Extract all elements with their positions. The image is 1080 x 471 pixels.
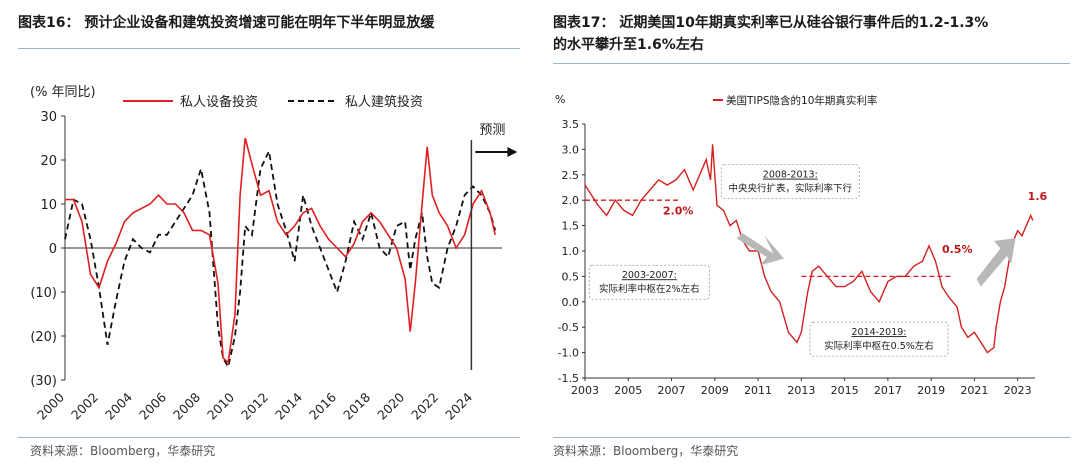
annotation-text: 中央央行扩表，实际利率下行 <box>729 183 853 195</box>
left-y-tick-label: (10) <box>30 286 57 301</box>
left-chart-panel: 图表16： 预计企业设备和建筑投资增速可能在明年下半年明显放缓 30 20 10 0(… <box>0 0 530 471</box>
left-y-tick-label: 0 <box>49 242 57 257</box>
legend-label-real-rate: 美国TIPS隐含的10年期真实利率 <box>726 94 877 107</box>
left-title-rule <box>18 48 520 49</box>
right-y-tick-label: 3.5 <box>562 118 580 131</box>
right-y-tick-label: 1.0 <box>562 245 580 258</box>
right-x-tick-label: 2009 <box>701 384 729 397</box>
right-title-rule <box>553 63 1070 64</box>
left-x-tick-label: 2000 <box>34 389 67 422</box>
annotation-period: 2003-2007: <box>622 270 677 281</box>
left-chart-title: 图表16： 预计企业设备和建筑投资增速可能在明年下半年明显放缓 <box>18 15 435 31</box>
left-x-tick-label: 2016 <box>306 389 339 422</box>
left-source-rule <box>18 437 520 438</box>
left-source-note: 资料来源：Bloomberg，华泰研究 <box>30 444 216 458</box>
left-x-tick-label: 2024 <box>442 389 475 422</box>
right-y-tick-label: -1.0 <box>558 347 579 360</box>
left-y-tick-label: (20) <box>30 330 57 345</box>
annotation-box <box>720 164 860 200</box>
right-x-tick-label: 2011 <box>744 384 772 397</box>
right-x-tick-label: 2015 <box>831 384 859 397</box>
reference-label-2pct: 2.0% <box>663 204 694 217</box>
right-x-tick-label: 2017 <box>874 384 902 397</box>
legend-label-structures: 私人建筑投资 <box>345 94 423 110</box>
annotation-period: 2014-2019: <box>852 327 907 338</box>
uptrend-arrow <box>976 238 1016 287</box>
right-chart-title: 图表17： 近期美国10年期真实利率已从硅谷银行事件后的1.2-1.3% 的水平… <box>553 15 989 53</box>
right-x-tick-label: 2023 <box>1004 384 1032 397</box>
right-source-note: 资料来源：Bloomberg，华泰研究 <box>553 444 739 458</box>
right-y-tick-label: -1.5 <box>558 372 579 385</box>
annotation-box <box>588 264 710 300</box>
right-x-tick-label: 2005 <box>614 384 642 397</box>
left-x-tick-label: 2022 <box>408 390 441 423</box>
right-x-tick-label: 2013 <box>787 384 815 397</box>
annotation-period: 2008-2013: <box>763 170 818 181</box>
series-line-real-rate <box>584 144 1034 354</box>
left-x-tick-label: 2014 <box>272 389 305 422</box>
forecast-arrow-head <box>507 147 518 157</box>
left-x-tick-label: 2012 <box>238 390 271 423</box>
left-y-tick-label: 10 <box>40 198 57 213</box>
left-y-tick-label: 30 <box>40 110 57 125</box>
left-y-tick-label: 20 <box>40 154 57 169</box>
right-y-tick-label: -0.5 <box>558 321 579 334</box>
left-x-tick-label: 2008 <box>170 389 203 422</box>
series-line-structures <box>64 148 497 370</box>
end-value-label: 1.6 <box>1028 190 1048 203</box>
left-x-tick-label: 2010 <box>204 389 237 422</box>
right-x-tick-label: 2003 <box>571 384 599 397</box>
right-y-tick-label: 0.5 <box>562 270 580 283</box>
right-y-tick-label: 2.0 <box>562 194 580 207</box>
forecast-label: 预测 <box>479 123 505 138</box>
left-x-tick-label: 2018 <box>340 389 373 422</box>
right-y-tick-label: 1.5 <box>562 220 580 233</box>
right-y-tick-label: 3.0 <box>562 143 580 156</box>
annotation-box <box>809 321 949 357</box>
right-x-tick-label: 2007 <box>658 384 686 397</box>
right-chart-panel: 图表17： 近期美国10年期真实利率已从硅谷银行事件后的1.2-1.3% 的水平… <box>545 0 1080 471</box>
left-x-tick-label: 2020 <box>374 389 407 422</box>
right-x-tick-label: 2021 <box>960 384 988 397</box>
downtrend-arrow <box>736 233 785 266</box>
left-x-tick-label: 2004 <box>102 389 135 422</box>
right-line-chart: 3.53.02.52.01.51.00.50.0-0.5-1.0-1.52003… <box>555 93 1048 397</box>
left-y-tick-label: (30) <box>30 374 57 389</box>
annotation-text: 实际利率中枢在2%左右 <box>599 283 700 295</box>
annotation-text: 实际利率中枢在0.5%左右 <box>824 340 934 352</box>
right-y-tick-label: 2.5 <box>562 169 580 182</box>
left-y-axis-label: (% 年同比) <box>30 85 96 100</box>
right-y-axis-label: % <box>555 93 565 106</box>
right-y-tick-label: 0.0 <box>562 296 580 309</box>
reference-label-05pct: 0.5% <box>942 243 973 256</box>
right-x-tick-label: 2019 <box>917 384 945 397</box>
legend-label-equipment: 私人设备投资 <box>180 94 258 110</box>
right-source-rule <box>553 437 1070 438</box>
series-line-equipment <box>65 137 496 364</box>
left-x-tick-label: 2002 <box>68 390 101 423</box>
left-x-tick-label: 2006 <box>136 389 169 422</box>
